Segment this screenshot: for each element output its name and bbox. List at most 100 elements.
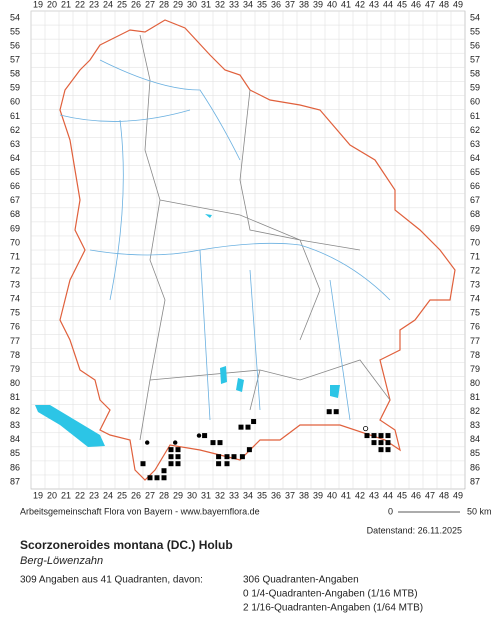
row-label-left: 78: [10, 350, 20, 360]
row-label-right: 79: [470, 364, 480, 374]
common-name: Berg-Löwenzahn: [20, 555, 103, 567]
stats-sixteenth: 2 1/16-Quadranten-Angaben (1/64 MTB): [243, 603, 423, 614]
column-label-bottom: 30: [187, 490, 197, 500]
row-label-left: 58: [10, 69, 20, 79]
column-label-bottom: 21: [61, 490, 71, 500]
row-label-right: 87: [470, 476, 480, 486]
row-label-right: 81: [470, 392, 480, 402]
occurrence-square: [140, 461, 146, 467]
column-label-top: 47: [425, 0, 435, 9]
row-label-left: 84: [10, 434, 20, 444]
row-label-left: 59: [10, 83, 20, 93]
column-label-bottom: 26: [131, 490, 141, 500]
district-lines: [139, 34, 391, 441]
row-label-left: 62: [10, 125, 20, 135]
row-label-left: 56: [10, 40, 20, 50]
credit: Arbeitsgemeinschaft Flora von Bayern - w…: [20, 506, 260, 516]
occurrence-square: [238, 424, 244, 430]
row-label-right: 65: [470, 167, 480, 177]
column-label-top: 30: [187, 0, 197, 9]
column-label-top: 42: [355, 0, 365, 9]
row-label-left: 60: [10, 97, 20, 107]
column-label-bottom: 47: [425, 490, 435, 500]
column-label-bottom: 37: [285, 490, 295, 500]
column-label-bottom: 49: [453, 490, 463, 500]
column-label-bottom: 33: [229, 490, 239, 500]
occurrence-square: [202, 433, 208, 439]
row-label-right: 59: [470, 83, 480, 93]
row-label-right: 61: [470, 111, 480, 121]
row-label-left: 87: [10, 476, 20, 486]
column-label-top: 19: [33, 0, 43, 9]
column-label-top: 29: [173, 0, 183, 9]
column-label-top: 38: [299, 0, 309, 9]
row-label-right: 83: [470, 420, 480, 430]
column-label-top: 22: [75, 0, 85, 9]
column-label-bottom: 39: [313, 490, 323, 500]
column-label-bottom: 25: [117, 490, 127, 500]
row-label-right: 74: [470, 294, 480, 304]
column-label-top: 37: [285, 0, 295, 9]
occurrence-square: [175, 447, 181, 453]
rivers: [59, 59, 391, 421]
occurrence-square: [224, 461, 230, 467]
occurrence-open: [362, 425, 369, 432]
column-label-top: 45: [397, 0, 407, 9]
row-label-left: 70: [10, 237, 20, 247]
column-label-top: 34: [243, 0, 253, 9]
occurrence-square: [161, 475, 167, 481]
row-label-left: 64: [10, 153, 20, 163]
occurrence-square: [385, 440, 391, 446]
column-label-top: 24: [103, 0, 113, 9]
row-label-right: 57: [470, 55, 480, 65]
column-label-top: 32: [215, 0, 225, 9]
occurrence-square: [326, 409, 332, 415]
occurrence-square: [378, 440, 384, 446]
row-label-left: 75: [10, 308, 20, 318]
occurrence-square: [224, 454, 230, 460]
species-name: Scorzoneroides montana (DC.) Holub: [20, 538, 233, 552]
date: Datenstand: 26.11.2025: [367, 525, 462, 535]
column-label-top: 31: [201, 0, 211, 9]
column-label-bottom: 38: [299, 490, 309, 500]
row-label-left: 61: [10, 111, 20, 121]
occurrence-square: [175, 454, 181, 460]
occurrence-square: [175, 461, 181, 467]
column-label-bottom: 35: [257, 490, 267, 500]
row-label-left: 54: [10, 12, 20, 22]
occurrence-square: [245, 424, 251, 430]
column-label-top: 20: [47, 0, 57, 9]
row-label-left: 74: [10, 294, 20, 304]
column-label-top: 36: [271, 0, 281, 9]
row-label-right: 84: [470, 434, 480, 444]
occurrence-square: [154, 475, 160, 481]
column-label-bottom: 48: [439, 490, 449, 500]
occurrence-square: [364, 433, 370, 439]
row-label-left: 82: [10, 406, 20, 416]
column-label-bottom: 19: [33, 490, 43, 500]
row-label-left: 81: [10, 392, 20, 402]
row-label-right: 80: [470, 378, 480, 388]
row-label-right: 75: [470, 308, 480, 318]
column-label-bottom: 41: [341, 490, 351, 500]
row-label-left: 71: [10, 251, 20, 261]
occurrence-square: [251, 419, 257, 425]
occurrence-point: [196, 433, 202, 438]
column-label-top: 21: [61, 0, 71, 9]
row-label-left: 55: [10, 26, 20, 36]
row-label-left: 67: [10, 195, 20, 205]
row-label-right: 77: [470, 336, 480, 346]
occurrence-square: [371, 440, 377, 446]
occurrence-square: [168, 454, 174, 460]
occurrence-square: [385, 433, 391, 439]
column-label-bottom: 31: [201, 490, 211, 500]
row-label-right: 70: [470, 237, 480, 247]
occurrence-square: [371, 433, 377, 439]
occurrence-square: [333, 409, 339, 415]
stats-summary: 309 Angaben aus 41 Quadranten, davon:: [20, 575, 203, 586]
occurrence-square: [216, 454, 222, 460]
column-label-bottom: 34: [243, 490, 253, 500]
row-label-left: 85: [10, 448, 20, 458]
occurrence-square: [161, 468, 167, 474]
